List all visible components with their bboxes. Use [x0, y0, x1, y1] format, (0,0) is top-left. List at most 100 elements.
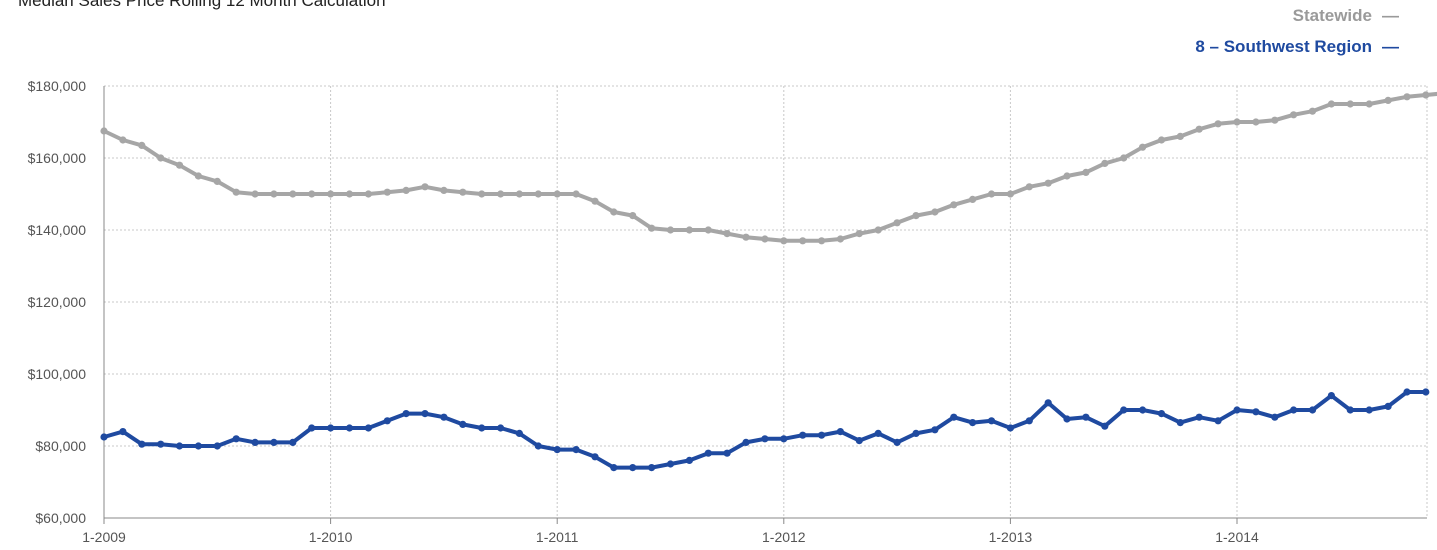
- data-point: [138, 141, 146, 149]
- legend-statewide[interactable]: Statewide —: [1293, 6, 1399, 26]
- data-point: [874, 429, 882, 437]
- data-point: [1327, 392, 1335, 400]
- data-point: [421, 183, 429, 191]
- data-point: [1025, 417, 1033, 425]
- data-point: [213, 177, 221, 185]
- data-point: [1422, 388, 1430, 396]
- data-point: [1403, 388, 1411, 396]
- data-point: [950, 201, 958, 209]
- chart-title-cut: Median Sales Price Rolling 12 Month Calc…: [18, 0, 386, 10]
- data-point: [855, 230, 863, 238]
- data-point: [666, 460, 675, 468]
- y-tick-label: $100,000: [28, 366, 87, 382]
- data-point: [1403, 93, 1411, 101]
- data-point: [1422, 91, 1430, 99]
- data-point: [648, 224, 656, 232]
- data-point: [327, 424, 335, 432]
- data-point: [987, 190, 996, 198]
- data-point: [1006, 424, 1015, 432]
- data-point: [836, 428, 845, 436]
- data-point: [308, 190, 316, 198]
- x-tick-label: 1-2009: [82, 529, 126, 545]
- series-line-1: [103, 390, 1426, 470]
- data-point: [1139, 406, 1147, 414]
- data-point: [1044, 399, 1052, 407]
- data-point: [685, 456, 694, 464]
- data-point: [534, 442, 542, 450]
- data-point: [100, 127, 108, 135]
- data-point: [157, 440, 165, 448]
- data-point: [383, 188, 391, 196]
- data-point: [515, 190, 524, 198]
- data-point: [119, 136, 127, 144]
- data-point: [818, 237, 826, 245]
- data-point: [1252, 408, 1260, 416]
- data-point: [931, 426, 939, 434]
- data-point: [1120, 406, 1128, 414]
- data-point: [421, 410, 429, 418]
- y-tick-label: $140,000: [28, 222, 87, 238]
- legend-southwest-dash-icon: —: [1382, 37, 1399, 56]
- data-point: [459, 420, 467, 428]
- legend-statewide-dash-icon: —: [1382, 6, 1399, 25]
- data-point: [1006, 190, 1015, 198]
- data-point: [761, 435, 769, 443]
- data-point: [1025, 183, 1033, 191]
- y-tick-label: $80,000: [35, 438, 86, 454]
- data-point: [799, 431, 807, 439]
- data-point: [364, 190, 372, 198]
- data-point: [1120, 154, 1128, 162]
- data-point: [761, 235, 769, 243]
- data-point: [1157, 410, 1166, 418]
- y-tick-label: $60,000: [35, 510, 86, 526]
- data-point: [1233, 118, 1241, 126]
- data-point: [1384, 96, 1392, 104]
- data-point: [780, 237, 788, 245]
- data-point: [175, 161, 184, 169]
- data-point: [251, 438, 259, 446]
- data-point: [270, 438, 278, 446]
- data-point: [289, 190, 297, 198]
- data-point: [1139, 143, 1147, 151]
- data-point: [175, 442, 184, 450]
- data-point: [1308, 406, 1317, 414]
- data-point: [818, 431, 826, 439]
- data-point: [1233, 406, 1241, 414]
- data-point: [704, 449, 712, 457]
- data-point: [213, 442, 221, 450]
- data-point: [742, 438, 750, 446]
- data-point: [1214, 417, 1222, 425]
- x-tick-label: 1-2012: [762, 529, 806, 545]
- data-point: [497, 190, 505, 198]
- data-point: [1044, 179, 1052, 187]
- data-point: [836, 235, 845, 243]
- data-point: [138, 440, 146, 448]
- data-point: [1082, 168, 1090, 176]
- data-point: [497, 424, 505, 432]
- data-point: [1176, 419, 1184, 427]
- data-point: [1157, 136, 1166, 144]
- data-point: [402, 410, 410, 418]
- data-point: [119, 428, 127, 436]
- data-point: [610, 208, 618, 216]
- data-point: [969, 419, 977, 427]
- data-point: [515, 429, 524, 437]
- data-point: [440, 186, 448, 194]
- data-point: [704, 226, 712, 234]
- y-tick-label: $120,000: [28, 294, 87, 310]
- legend-southwest[interactable]: 8 – Southwest Region —: [1195, 37, 1399, 57]
- data-point: [855, 437, 863, 445]
- data-point: [100, 433, 108, 441]
- data-point: [629, 212, 637, 220]
- data-point: [1308, 107, 1317, 115]
- y-tick-label: $180,000: [28, 78, 87, 94]
- data-point: [912, 429, 920, 437]
- data-point: [194, 442, 202, 450]
- data-point: [402, 186, 410, 194]
- data-point: [685, 226, 694, 234]
- data-point: [1176, 132, 1184, 140]
- data-point: [459, 188, 467, 196]
- data-point: [478, 190, 486, 198]
- data-point: [1063, 415, 1071, 423]
